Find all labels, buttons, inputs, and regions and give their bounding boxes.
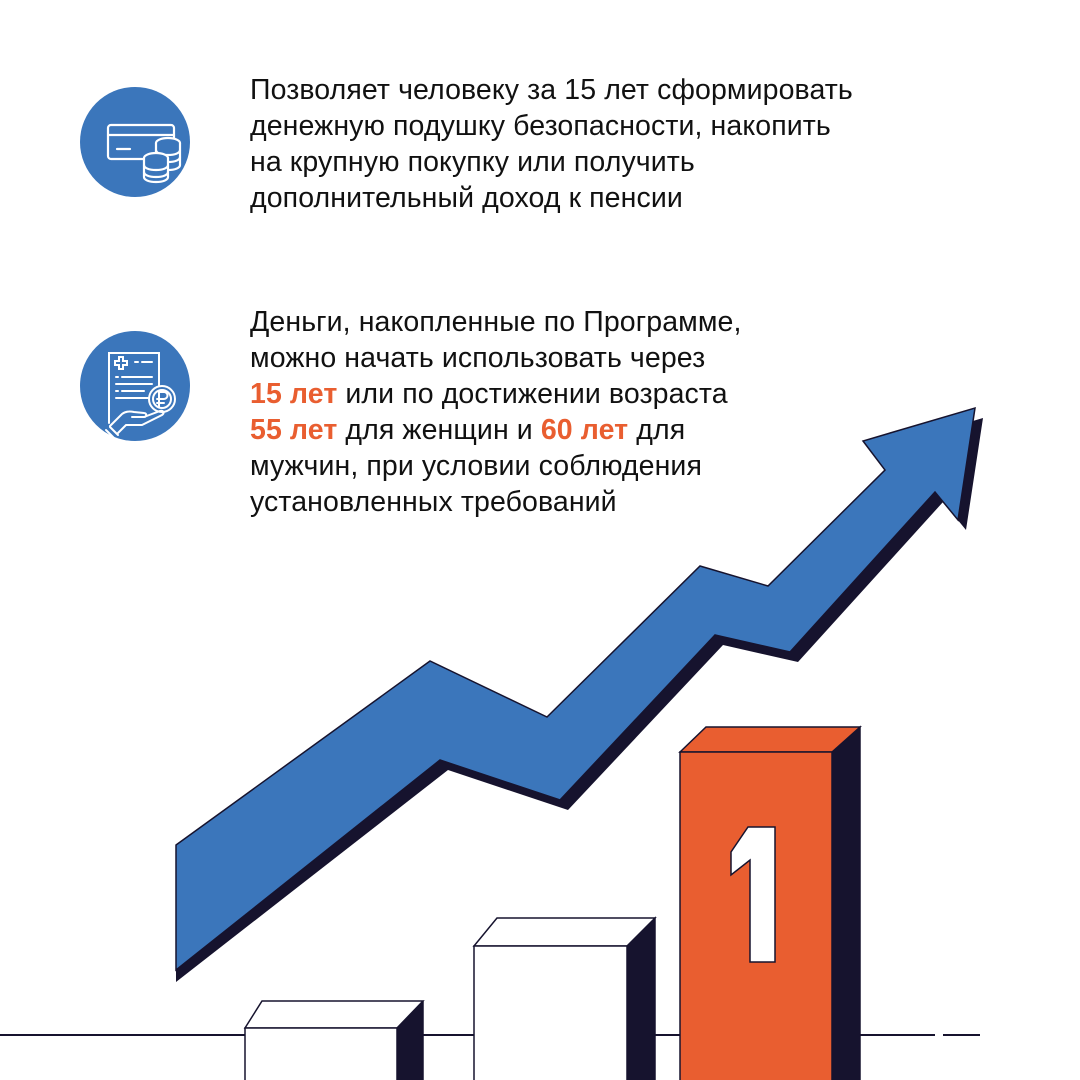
text-line: мужчин, при условии соблюдения xyxy=(250,450,702,482)
highlight-15-years: 15 лет xyxy=(250,378,338,410)
growth-arrow-icon xyxy=(175,406,976,972)
text-line: 55 лет для женщин и 60 лет для xyxy=(250,412,742,448)
card-coins-icon xyxy=(80,87,190,197)
bar-medium xyxy=(472,916,657,1080)
text-line: можно начать использовать через xyxy=(250,342,706,374)
text-span: или по достижении возраста xyxy=(337,378,728,410)
text-line: установленных требований xyxy=(250,486,617,518)
text-line: Позволяет человеку за 15 лет сформироват… xyxy=(250,74,853,106)
text-line: на крупную покупку или получить xyxy=(250,146,695,178)
text-line: 15 лет или по достижении возраста xyxy=(250,376,742,412)
document-ruble-hand-icon xyxy=(80,331,190,441)
rank-number-one xyxy=(730,826,776,963)
text-line: дополнительный доход к пенсии xyxy=(250,182,683,214)
text-line: Деньги, накопленные по Программе, xyxy=(250,306,742,338)
text-span: для xyxy=(628,414,686,446)
text-line: денежную подушку безопасности, накопить xyxy=(250,110,831,142)
highlight-60-years: 60 лет xyxy=(540,414,629,446)
benefit-text-1: Позволяет человеку за 15 лет сформироват… xyxy=(250,72,853,216)
bar-small xyxy=(243,1000,425,1080)
benefit-text-2: Деньги, накопленные по Программе, можно … xyxy=(250,304,742,520)
bar-first-place xyxy=(678,725,862,1080)
highlight-55-years: 55 лет xyxy=(250,414,338,446)
text-span: для женщин и xyxy=(337,414,541,446)
